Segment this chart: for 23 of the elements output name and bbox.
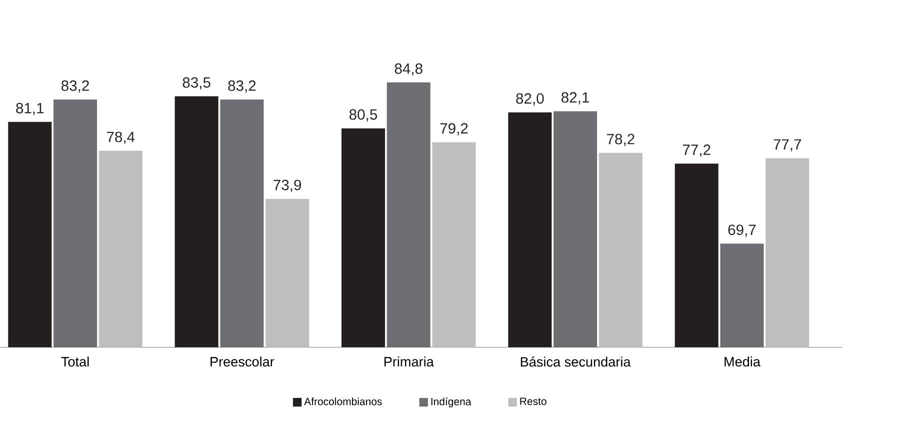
- data-label: 78,2: [607, 134, 634, 146]
- legend-label: Resto: [520, 398, 546, 406]
- x-tick-label: Primaria: [384, 356, 434, 367]
- data-label: 78,4: [106, 132, 135, 144]
- data-label: 82,1: [562, 92, 589, 105]
- data-label: 81,1: [16, 102, 44, 116]
- data-label: 69,7: [728, 224, 756, 237]
- data-label: 77,7: [774, 139, 802, 152]
- data-label: 77,2: [682, 144, 710, 157]
- legend-label: Afrocolombianos: [304, 398, 382, 406]
- data-label: 84,8: [394, 63, 422, 76]
- data-label: 79,2: [440, 123, 468, 136]
- x-tick-label: Preescolar: [210, 356, 274, 367]
- data-label: 82,0: [516, 93, 544, 106]
- data-label: 83,5: [182, 77, 210, 90]
- x-tick-label: Total: [61, 356, 89, 367]
- data-label: 73,9: [274, 180, 302, 192]
- x-tick-label: Media: [724, 356, 760, 367]
- data-label: 83,2: [61, 80, 89, 93]
- data-label: 83,2: [228, 80, 256, 93]
- legend-label: Indígena: [431, 398, 472, 408]
- x-tick-label: Básica secundaria: [520, 356, 631, 367]
- data-label: 80,5: [349, 109, 378, 122]
